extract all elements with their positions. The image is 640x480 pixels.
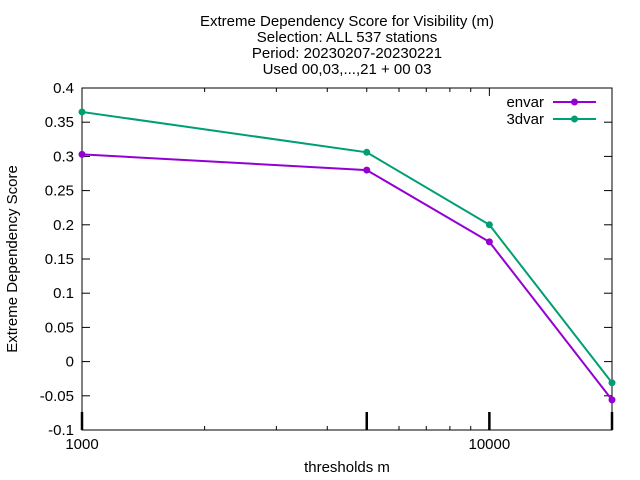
series-line-envar: [81, 153, 613, 401]
series-line-3dvar: [81, 110, 613, 384]
data-point-envar: [608, 396, 616, 404]
series-layer: [78, 108, 616, 404]
y-tick-label: -0.05: [40, 388, 74, 405]
data-point-envar: [485, 238, 493, 246]
data-point-3dvar: [608, 379, 616, 387]
title-line-3: Period: 20230207-20230221: [252, 45, 442, 62]
legend-label-envar: envar: [506, 94, 544, 111]
legend-marker-3dvar: [571, 115, 578, 123]
title-line-4: Used 00,03,...,21 + 00 03: [263, 61, 432, 78]
plot-frame: [81, 87, 613, 431]
legend-label-3dvar: 3dvar: [506, 111, 544, 128]
x-axis-label: thresholds m: [304, 459, 390, 476]
y-tick-label: -0.1: [48, 422, 74, 439]
x-axis: 1000 10000: [65, 88, 614, 453]
data-point-3dvar: [485, 221, 493, 229]
y-tick-label: 0.15: [45, 251, 74, 268]
y-tick-label: 0.3: [53, 148, 74, 165]
data-point-envar: [78, 150, 86, 158]
y-tick-label: 0.1: [53, 285, 74, 302]
title-line-2: Selection: ALL 537 stations: [257, 29, 437, 46]
y-tick-label: 0.05: [45, 319, 74, 336]
y-tick-label: 0.2: [53, 217, 74, 234]
y-tick-label: 0.35: [45, 114, 74, 131]
data-point-envar: [363, 166, 371, 174]
legend-marker-envar: [571, 98, 578, 106]
title-line-1: Extreme Dependency Score for Visibility …: [200, 13, 494, 30]
chart-title: Extreme Dependency Score for Visibility …: [200, 13, 494, 78]
y-tick-label: 0: [66, 354, 74, 371]
x-tick-label: 10000: [469, 436, 511, 453]
data-point-3dvar: [78, 108, 86, 116]
x-tick-label: 1000: [65, 436, 98, 453]
y-tick-label: 0.25: [45, 183, 74, 200]
data-point-3dvar: [363, 148, 371, 156]
y-tick-label: 0.4: [53, 80, 74, 97]
y-axis-label: Extreme Dependency Score: [4, 165, 21, 353]
y-axis: 0.4 0.35 0.3 0.25 0.2 0.15 0.1 0.05 0 -0.05 -0.1: [40, 80, 612, 439]
